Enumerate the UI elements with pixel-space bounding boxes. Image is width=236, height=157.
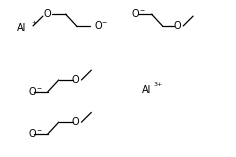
Text: −: − bbox=[36, 128, 41, 133]
Text: O: O bbox=[43, 9, 51, 19]
Text: −: − bbox=[140, 8, 145, 13]
Text: Al: Al bbox=[142, 85, 151, 95]
Text: O: O bbox=[28, 87, 36, 97]
Text: −: − bbox=[36, 85, 41, 90]
Text: 3+: 3+ bbox=[154, 82, 163, 87]
Text: O: O bbox=[28, 129, 36, 139]
Text: O: O bbox=[94, 21, 102, 31]
Text: Al: Al bbox=[17, 23, 27, 33]
Text: −: − bbox=[101, 19, 106, 24]
Text: +: + bbox=[31, 21, 36, 25]
Text: O: O bbox=[132, 9, 139, 19]
Text: O: O bbox=[173, 21, 181, 31]
Text: O: O bbox=[72, 75, 79, 85]
Text: O: O bbox=[72, 117, 79, 127]
